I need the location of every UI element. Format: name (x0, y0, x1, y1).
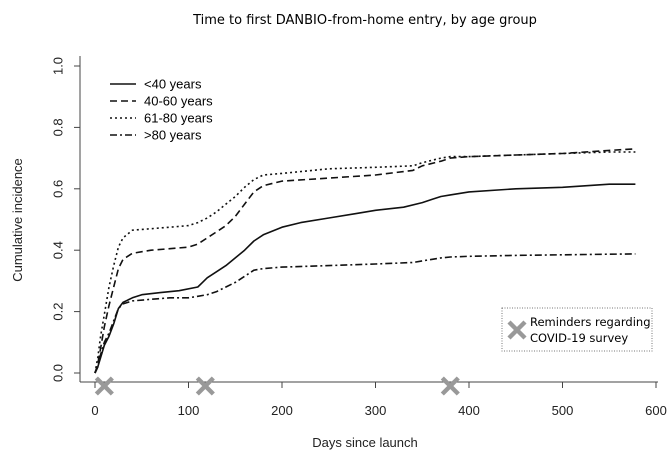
legend-label-1: <40 years (144, 77, 202, 92)
x-tick-label: 100 (178, 403, 200, 418)
chart-title: Time to first DANBIO-from-home entry, by… (192, 13, 537, 28)
y-tick-label: 1.0 (51, 57, 66, 75)
y-axis-label: Cumulative incidence (10, 158, 25, 282)
legend-label-4: >80 years (144, 128, 202, 143)
annotation-marker-glyph (507, 320, 527, 340)
reminder-markers (94, 376, 460, 396)
x-tick-label: 200 (271, 403, 293, 418)
y-axis: 0.0 0.2 0.4 0.6 0.8 1.0 (51, 57, 80, 382)
x-axis: 0 100 200 300 400 500 600 (91, 382, 667, 418)
y-tick-label: 0.2 (51, 303, 66, 321)
y-tick-label: 0.4 (51, 241, 66, 259)
y-tick-label: 0.0 (51, 364, 66, 382)
x-tick-label: 600 (645, 403, 667, 418)
x-tick-label: 0 (91, 403, 98, 418)
x-axis-label: Days since launch (312, 435, 418, 450)
y-tick-label: 0.6 (51, 180, 66, 198)
reminder-marker (195, 376, 215, 396)
y-tick-label: 0.8 (51, 118, 66, 136)
reminder-marker (440, 376, 460, 396)
series-lines (94, 148, 636, 374)
series-line-4 (94, 253, 636, 374)
x-tick-label: 500 (552, 403, 574, 418)
annotation-label-line2: COVID-19 survey (530, 331, 628, 345)
reminder-marker (94, 376, 114, 396)
reminder-annotation: Reminders regarding COVID-19 survey (501, 307, 653, 352)
x-marker-icon (507, 320, 527, 340)
x-tick-label: 400 (458, 403, 480, 418)
legend: <40 years 40-60 years 61-80 years >80 years (110, 77, 213, 143)
legend-label-2: 40-60 years (144, 94, 213, 109)
annotation-box (501, 307, 653, 352)
series-line-3 (94, 151, 636, 374)
x-tick-label: 300 (365, 403, 387, 418)
series-line-2 (94, 148, 636, 374)
annotation-label-line1: Reminders regarding (530, 315, 651, 329)
legend-label-3: 61-80 years (144, 111, 213, 126)
